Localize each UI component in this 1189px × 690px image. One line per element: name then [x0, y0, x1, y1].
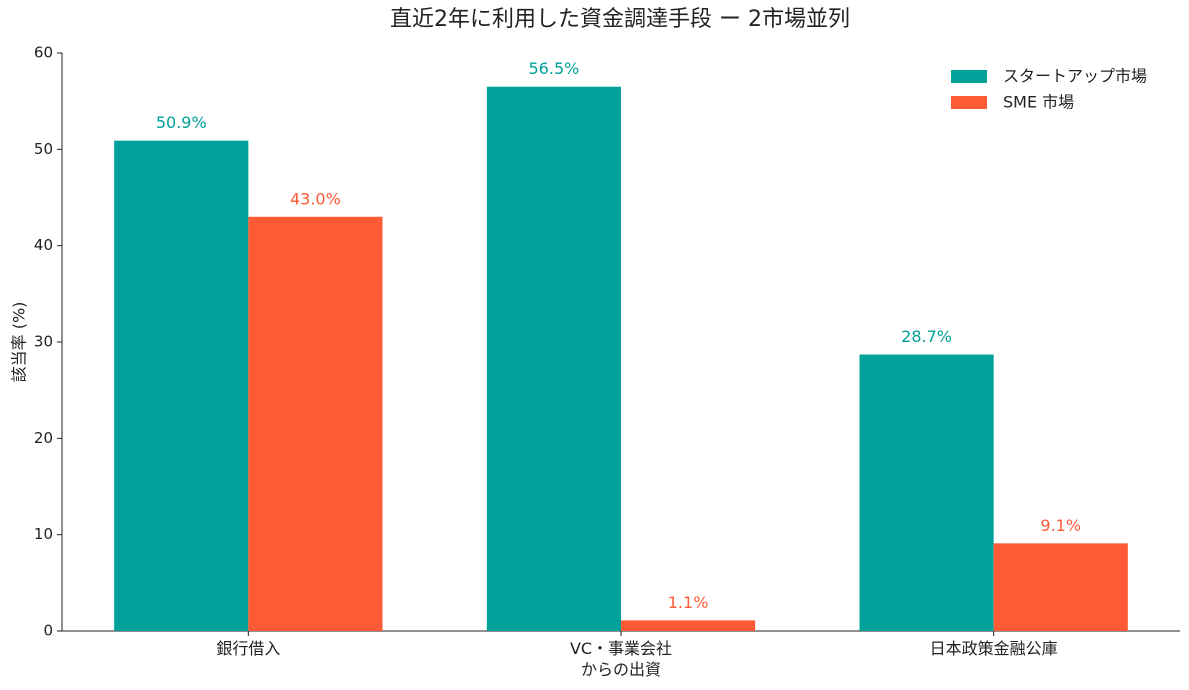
value-label: 56.5% [529, 59, 580, 78]
legend-label: スタートアップ市場 [1003, 67, 1147, 86]
y-tick-label: 0 [43, 622, 53, 640]
bar [114, 140, 249, 631]
value-label: 1.1% [668, 593, 709, 612]
y-tick-label: 60 [34, 44, 53, 62]
bar [993, 543, 1128, 631]
x-tick-label: VC・事業会社 からの出資 [569, 639, 673, 679]
bar [486, 86, 621, 631]
value-label: 9.1% [1040, 516, 1081, 535]
chart-title: 直近2年に利用した資金調達手段 ー 2市場並列 [390, 7, 850, 32]
value-label: 28.7% [901, 327, 952, 346]
value-label: 43.0% [290, 189, 341, 208]
y-tick-label: 50 [34, 140, 53, 158]
y-axis-label: 該当率 (%) [10, 302, 29, 383]
legend-swatch [951, 96, 987, 109]
bar [859, 354, 994, 631]
bar [621, 620, 756, 631]
legend-swatch [951, 70, 987, 83]
y-tick-label: 30 [34, 333, 53, 351]
legend-label: SME 市場 [1003, 93, 1074, 112]
y-tick-label: 20 [34, 429, 53, 447]
x-tick-label: 日本政策金融公庫 [929, 639, 1058, 658]
y-tick-label: 10 [34, 525, 53, 543]
value-label: 50.9% [156, 113, 207, 132]
x-tick-label: 銀行借入 [216, 639, 281, 658]
y-tick-label: 40 [34, 236, 53, 254]
bar [248, 216, 383, 631]
